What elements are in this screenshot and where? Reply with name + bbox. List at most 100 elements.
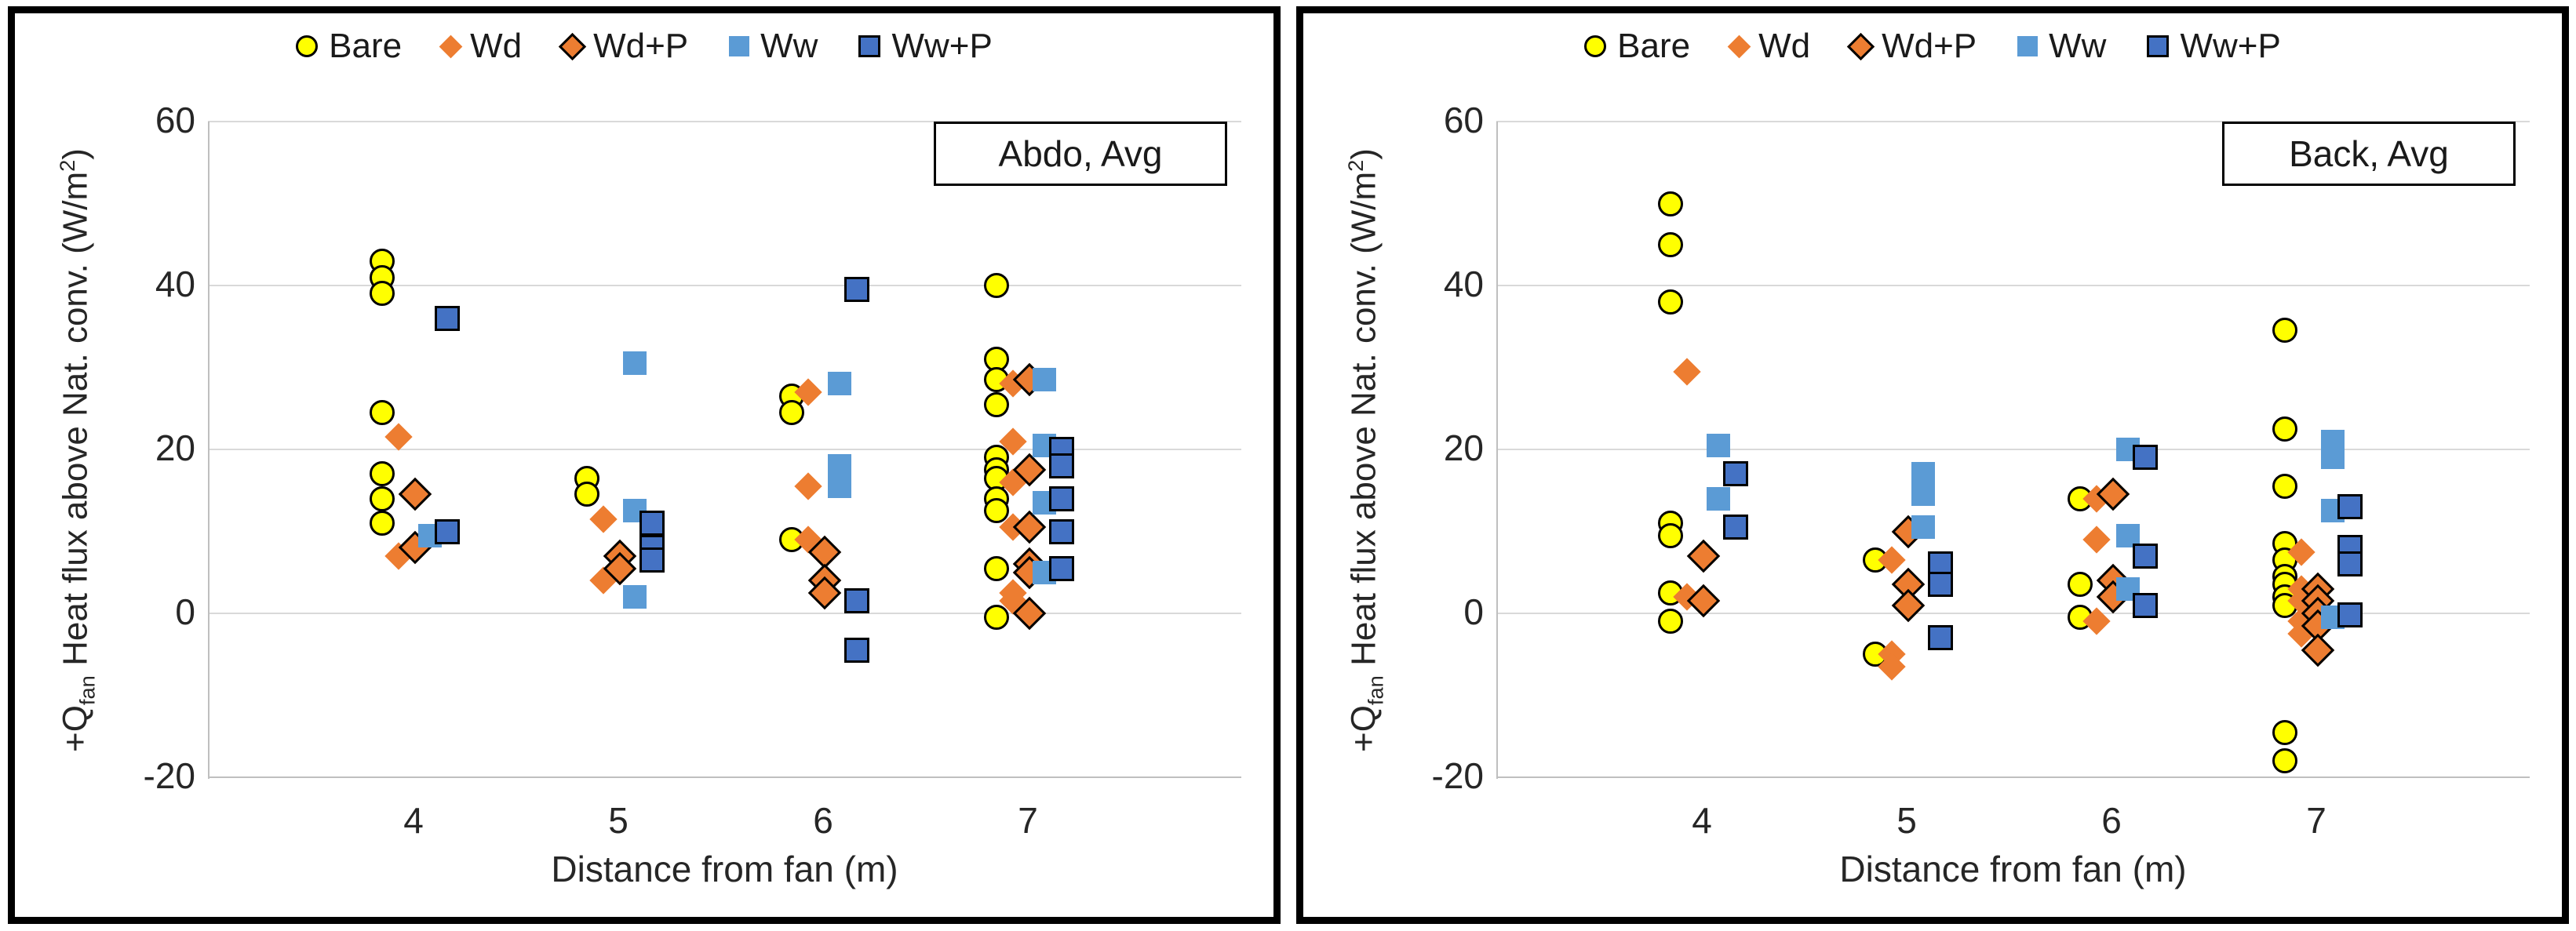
gridline-y--20 <box>208 776 1241 778</box>
x-tick-label: 7 <box>1018 800 1038 841</box>
legend-label: Wd <box>470 27 523 65</box>
square-blue-outline-icon <box>858 35 881 57</box>
legend-label: Bare <box>329 27 403 65</box>
x-tick-label: 4 <box>403 800 424 841</box>
point-wwpp <box>1723 461 1748 487</box>
gridline-y-60 <box>208 121 1241 122</box>
abdo-panel: Bare Wd Wd+P Ww Ww+P 60 40 20 0 -20 4 5 6 7 Abdo, A… <box>8 6 1281 924</box>
point-wwpp <box>844 277 869 303</box>
legend-item-wwpp: Ww+P <box>2147 27 2281 66</box>
legend-label: Wd+P <box>593 27 689 65</box>
point-bare <box>984 555 1009 581</box>
legend-label: Bare <box>1617 27 1691 65</box>
y-axis-line <box>1496 122 1498 779</box>
scatter-points-layer <box>1303 13 2562 917</box>
point-wwpp <box>1049 555 1074 581</box>
gridline-y-20 <box>1496 449 2530 450</box>
gridline-y-60 <box>1496 121 2530 122</box>
plot-title: Abdo, Avg <box>934 122 1227 186</box>
legend-label: Wd <box>1758 27 1811 65</box>
point-wwpp <box>1049 453 1074 478</box>
x-axis-title: Distance from fan (m) <box>1839 849 2187 889</box>
point-wwpp <box>639 511 665 536</box>
y-tick-label: -20 <box>143 755 195 796</box>
point-wwpp <box>435 518 460 544</box>
point-ww <box>1911 462 1935 486</box>
point-bare <box>2272 318 2297 344</box>
point-bare <box>574 482 599 507</box>
y-tick-label: -20 <box>1431 755 1484 796</box>
point-bare <box>984 498 1009 524</box>
point-ww <box>2321 445 2345 470</box>
point-bare <box>370 511 395 536</box>
x-tick-label: 4 <box>1692 800 1712 841</box>
point-wwpp <box>1723 515 1748 540</box>
legend-item-ww: Ww <box>2017 27 2106 66</box>
y-tick-label: 60 <box>155 99 195 140</box>
legend-item-wdpp: Wd+P <box>1846 27 1977 66</box>
point-wwpp <box>1049 518 1074 544</box>
point-ww <box>828 372 851 396</box>
x-axis-title: Distance from fan (m) <box>551 849 898 889</box>
point-bare <box>1658 231 1683 257</box>
point-bare <box>984 273 1009 298</box>
gridline-y-0 <box>1496 613 2530 614</box>
x-tick-label: 7 <box>2306 800 2326 841</box>
y-tick-label: 20 <box>155 427 195 468</box>
legend-item-wdpp: Wd+P <box>558 27 689 66</box>
y-tick-label: 40 <box>1443 263 1484 304</box>
point-bare <box>1658 522 1683 548</box>
point-wwpp <box>844 588 869 614</box>
legend-item-ww: Ww <box>729 27 818 66</box>
point-wwpp <box>844 638 869 664</box>
point-wdpp <box>1891 588 1926 622</box>
gridline-y-0 <box>208 613 1241 614</box>
legend-label: Ww <box>760 27 818 65</box>
gridline-y-40 <box>208 285 1241 286</box>
point-ww <box>1911 482 1935 507</box>
gridline-y-40 <box>1496 285 2530 286</box>
legend-label: Ww+P <box>2180 27 2281 65</box>
circle-yellow-icon <box>1584 35 1607 57</box>
point-wwpp <box>639 547 665 573</box>
legend-item-bare: Bare <box>296 27 402 66</box>
point-bare <box>2272 719 2297 745</box>
legend-item-wd: Wd <box>1727 27 1811 66</box>
point-bare <box>1658 289 1683 315</box>
point-wd <box>589 505 618 533</box>
point-wd <box>2082 526 2111 554</box>
x-tick-label: 5 <box>608 800 629 841</box>
y-axis-line <box>208 122 210 779</box>
point-wwpp <box>2133 592 2158 618</box>
point-wwpp <box>2337 551 2363 577</box>
legend-label: Ww+P <box>891 27 993 65</box>
point-wwpp <box>1928 572 1953 598</box>
x-tick-label: 6 <box>2101 800 2122 841</box>
point-bare <box>370 281 395 307</box>
point-bare <box>370 486 395 511</box>
point-bare <box>2272 748 2297 774</box>
gridline-y--20 <box>1496 776 2530 778</box>
point-wdpp <box>398 478 432 511</box>
back-panel: Bare Wd Wd+P Ww Ww+P 60 40 20 0 -20 4 5 6 7 Back, A… <box>1296 6 2569 924</box>
square-blue-outline-icon <box>2147 35 2170 57</box>
point-wdpp <box>1686 539 1721 573</box>
scatter-points-layer <box>15 13 1273 917</box>
point-bare <box>2068 572 2093 598</box>
legend-item-wwpp: Ww+P <box>858 27 993 66</box>
point-wwpp <box>2337 494 2363 520</box>
point-bare <box>1658 609 1683 635</box>
square-lightblue-icon <box>2017 36 2039 56</box>
point-bare <box>2272 474 2297 500</box>
point-bare <box>1658 191 1683 216</box>
point-ww <box>828 475 851 499</box>
y-tick-label: 20 <box>1443 427 1484 468</box>
point-ww <box>1033 368 1056 392</box>
y-tick-label: 60 <box>1443 99 1484 140</box>
point-ww <box>2116 523 2140 547</box>
point-wwpp <box>1049 486 1074 511</box>
legend: Bare Wd Wd+P Ww Ww+P <box>1303 23 2562 70</box>
point-wd <box>384 423 413 451</box>
x-tick-label: 5 <box>1896 800 1917 841</box>
point-ww <box>623 585 647 609</box>
